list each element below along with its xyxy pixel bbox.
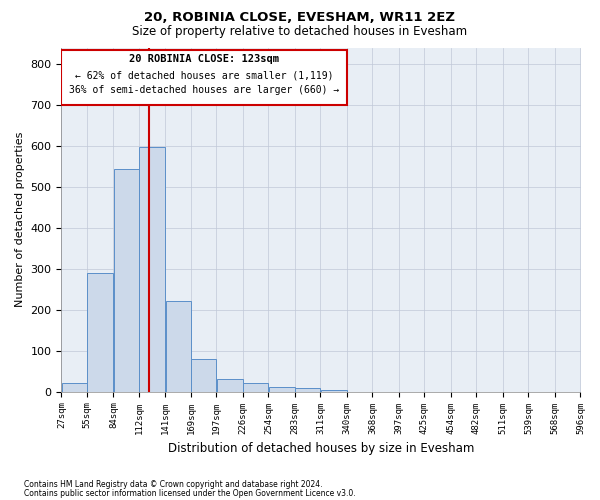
Text: ← 62% of detached houses are smaller (1,119): ← 62% of detached houses are smaller (1,… [75,71,334,81]
Bar [113,169,139,392]
Text: Size of property relative to detached houses in Evesham: Size of property relative to detached ho… [133,25,467,38]
Bar [269,387,295,392]
Bar [321,390,347,392]
Bar [61,50,347,105]
Bar [217,378,243,392]
X-axis label: Distribution of detached houses by size in Evesham: Distribution of detached houses by size … [168,442,474,455]
Bar [87,273,113,392]
Bar [139,147,165,392]
Text: Contains public sector information licensed under the Open Government Licence v3: Contains public sector information licen… [24,488,356,498]
Bar [295,388,320,392]
Text: 20, ROBINIA CLOSE, EVESHAM, WR11 2EZ: 20, ROBINIA CLOSE, EVESHAM, WR11 2EZ [145,11,455,24]
Y-axis label: Number of detached properties: Number of detached properties [15,132,25,308]
Bar [166,300,191,392]
Bar [62,382,87,392]
Bar [243,382,268,392]
Bar [191,359,216,392]
Text: 20 ROBINIA CLOSE: 123sqm: 20 ROBINIA CLOSE: 123sqm [129,54,279,64]
Text: 36% of semi-detached houses are larger (660) →: 36% of semi-detached houses are larger (… [69,84,340,94]
Text: Contains HM Land Registry data © Crown copyright and database right 2024.: Contains HM Land Registry data © Crown c… [24,480,323,489]
